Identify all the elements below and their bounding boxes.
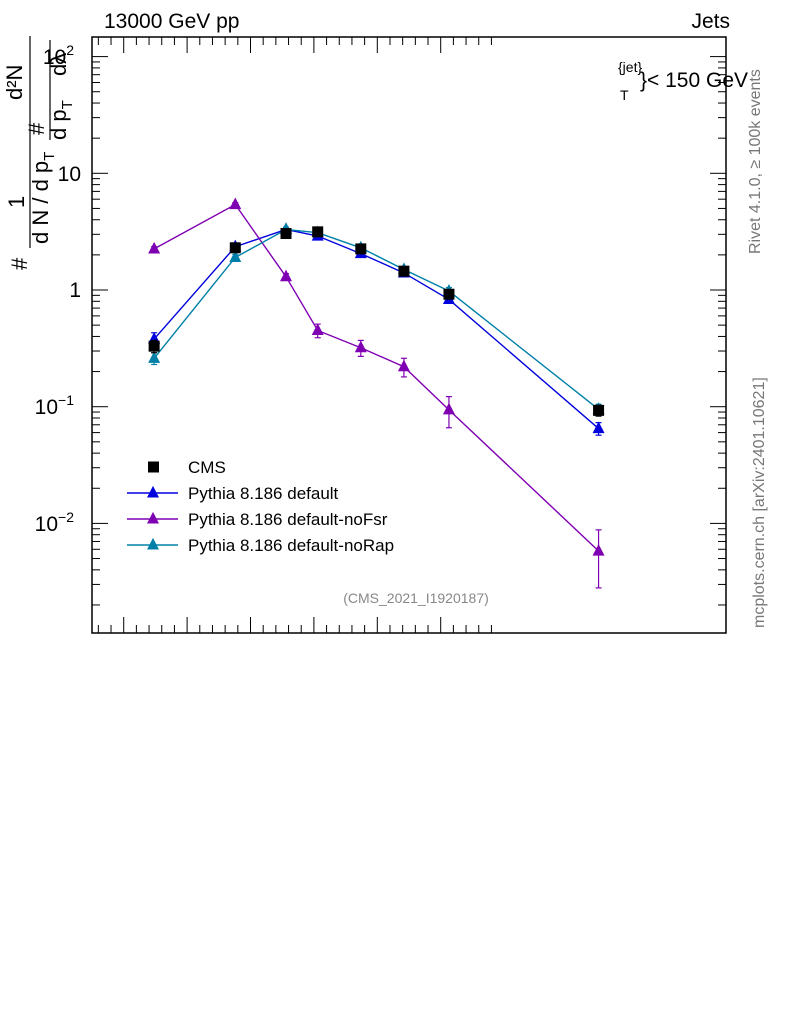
data-point [443,288,455,300]
series-pythia-8-186-default-norap [148,222,605,416]
data-point [280,227,292,239]
legend-triangle-marker [147,511,159,524]
mcplots-label: mcplots.cern.ch [arXiv:2401.10621] [751,377,768,628]
series-pythia-8-186-default [148,222,605,436]
legend-item: Pythia 8.186 default [127,484,339,503]
legend-label: Pythia 8.186 default-noRap [188,536,394,555]
data-point [397,359,410,372]
data-point [593,404,605,416]
data-point [148,241,161,254]
cut-label-sup: {jet} [618,59,642,75]
analysis-tag: (CMS_2021_I1920187) [343,590,489,606]
y-tick-label-1: 1 [69,279,81,302]
series-line [153,228,600,410]
data-point [311,323,324,336]
y-tick-exp-1e-2: −2 [58,509,74,525]
data-point [354,340,367,353]
ylabel-dlambda: dλ [46,53,71,76]
series-line [153,203,600,552]
legend-item: CMS [148,458,226,477]
ylabel-one: 1 [4,196,29,208]
ylabel-dn-dpt-sub: T [41,152,58,161]
header-jets-label: Jets [691,10,730,33]
data-point [312,226,324,238]
data-point [229,242,241,254]
data-point [355,243,367,255]
data-point [592,543,605,556]
data-point [148,351,161,363]
series-line [153,228,600,430]
ylabel-hash-1: # [7,257,32,270]
data-point [592,421,605,434]
series-cms [148,226,605,417]
legend-label: Pythia 8.186 default [188,484,339,503]
ylabel-dn-dpt: d N / d pT [28,152,58,244]
series-pythia-8-186-default-nofsr [148,197,605,589]
ylabel-den-dpt: d pT [46,100,76,140]
y-tick-label-1e-2: 10−2 [35,509,75,536]
pt-cut-label: {jet} T }< 150 GeV [618,59,748,103]
ylabel-den-dpt-sub: T [59,100,76,109]
ylabel-d2n: d²N [2,65,27,100]
y-tick-label-1e-1: 10−1 [35,392,75,419]
legend-triangle-marker [147,485,159,498]
cut-label-sub: T [620,87,629,103]
data-point [229,197,242,210]
legend-label: CMS [188,458,226,477]
rivet-version-label: Rivet 4.1.0, ≥ 100k events [747,69,764,254]
y-tick-label-10: 10 [58,163,81,186]
header-energy-label: 13000 GeV pp [104,10,239,33]
plot-frame [91,36,727,634]
y-tick-label-1e2: 102 [43,42,74,69]
legend: CMS Pythia 8.186 default Pythia 8.186 defa… [127,458,394,555]
data-point [398,265,410,277]
data-point [442,402,455,415]
legend-triangle-marker [147,537,159,550]
axis-ticks [92,37,726,633]
data-point [229,250,242,263]
cut-label-main: }< 150 GeV [640,69,748,92]
data-point [280,269,293,282]
y-axis-label: # 1 d N / d pT d²N # d pT dλ [2,36,76,270]
data-point [148,340,160,352]
legend-item: Pythia 8.186 default-noRap [127,536,394,555]
y-tick-exp-1e-1: −1 [58,392,74,408]
legend-label: Pythia 8.186 default-noFsr [188,510,388,529]
y-tick-exp-1e2: 2 [66,42,74,58]
y-tick-labels: 10−2 10−1 1 10 102 [35,42,81,536]
legend-square-marker [148,461,159,473]
series-layer [148,197,605,589]
ylabel-hash-2: # [24,122,49,135]
legend-item: Pythia 8.186 default-noFsr [127,510,388,529]
